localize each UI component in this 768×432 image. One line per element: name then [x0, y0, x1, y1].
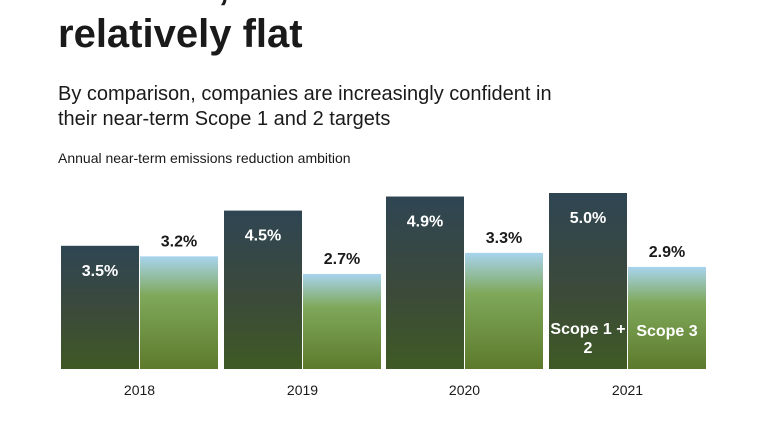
bar: [224, 210, 302, 369]
bar: [61, 245, 139, 369]
x-tick-label: 2020: [449, 382, 480, 398]
data-label: 2.7%: [324, 251, 360, 268]
bar: [140, 256, 218, 369]
bar: [628, 266, 706, 369]
x-tick-label: 2019: [287, 382, 318, 398]
data-label: 3.3%: [486, 230, 522, 247]
data-label: 4.9%: [407, 214, 443, 231]
x-tick-label: 2021: [612, 382, 643, 398]
x-tick-label: 2018: [124, 382, 155, 398]
legend-label: Scope 1 + 2: [550, 321, 626, 357]
data-label: 3.5%: [82, 263, 118, 280]
chart-title: however, have remained relatively flat: [58, 0, 520, 56]
bar: [549, 193, 627, 369]
legend-label: Scope 3: [636, 323, 698, 340]
data-label: 2.9%: [649, 244, 685, 261]
data-label: 5.0%: [570, 210, 606, 227]
bar: [303, 273, 381, 369]
chart-subtitle: By comparison, companies are increasingl…: [58, 83, 552, 130]
bar: [386, 196, 464, 369]
data-label: 3.2%: [161, 233, 197, 250]
data-label: 4.5%: [245, 228, 281, 245]
axis-label: Annual near-term emissions reduction amb…: [58, 150, 351, 166]
bar: [465, 252, 543, 369]
